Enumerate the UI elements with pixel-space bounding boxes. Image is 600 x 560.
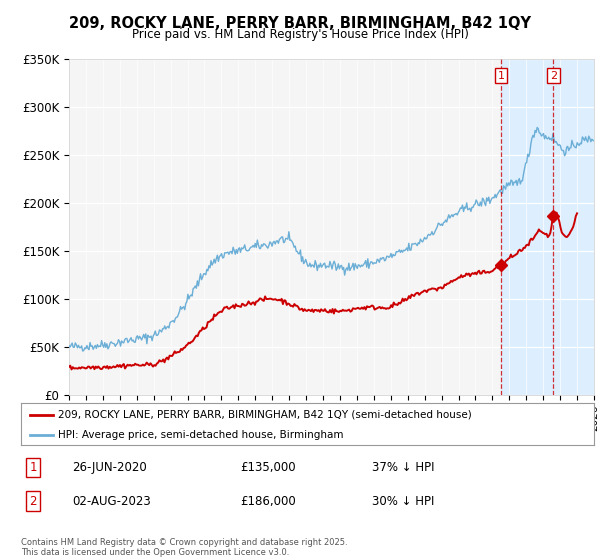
Text: 1: 1 <box>497 71 505 81</box>
Text: 30% ↓ HPI: 30% ↓ HPI <box>372 494 434 508</box>
Text: 2: 2 <box>29 494 37 508</box>
Text: 26-JUN-2020: 26-JUN-2020 <box>72 461 147 474</box>
Text: 1: 1 <box>29 461 37 474</box>
Text: Contains HM Land Registry data © Crown copyright and database right 2025.
This d: Contains HM Land Registry data © Crown c… <box>21 538 347 557</box>
Text: 37% ↓ HPI: 37% ↓ HPI <box>372 461 434 474</box>
Text: £135,000: £135,000 <box>240 461 296 474</box>
Text: 209, ROCKY LANE, PERRY BARR, BIRMINGHAM, B42 1QY (semi-detached house): 209, ROCKY LANE, PERRY BARR, BIRMINGHAM,… <box>58 410 472 420</box>
Text: 02-AUG-2023: 02-AUG-2023 <box>72 494 151 508</box>
Text: 209, ROCKY LANE, PERRY BARR, BIRMINGHAM, B42 1QY: 209, ROCKY LANE, PERRY BARR, BIRMINGHAM,… <box>69 16 531 31</box>
Text: £186,000: £186,000 <box>240 494 296 508</box>
Text: 2: 2 <box>550 71 557 81</box>
Bar <box>501 59 594 395</box>
Text: HPI: Average price, semi-detached house, Birmingham: HPI: Average price, semi-detached house,… <box>58 430 344 440</box>
Text: Price paid vs. HM Land Registry's House Price Index (HPI): Price paid vs. HM Land Registry's House … <box>131 28 469 41</box>
